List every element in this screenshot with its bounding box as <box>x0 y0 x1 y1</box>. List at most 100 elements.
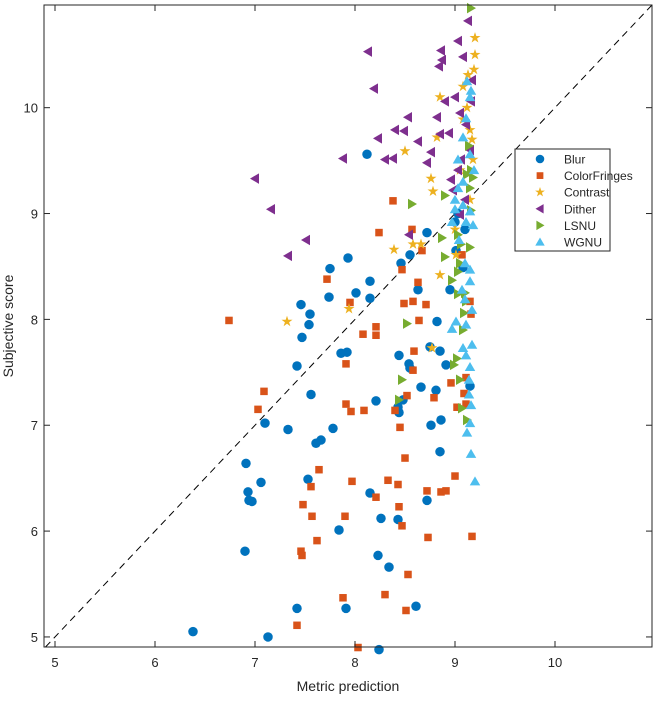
data-point-contrast <box>434 91 446 102</box>
data-point-dither <box>434 61 443 72</box>
data-point-wgnu <box>461 76 473 86</box>
data-point-wgnu <box>466 304 478 314</box>
data-point-colorfringes <box>359 330 367 338</box>
reference-line <box>45 4 653 648</box>
series-contrast <box>281 32 481 353</box>
data-point-blur <box>247 496 257 507</box>
data-point-colorfringes <box>396 423 404 432</box>
data-point-blur <box>351 288 361 298</box>
data-point-colorfringes <box>424 533 432 542</box>
data-point-contrast <box>461 101 473 113</box>
data-point-colorfringes <box>422 300 430 309</box>
data-point-contrast <box>427 185 439 196</box>
data-point-blur <box>411 601 421 611</box>
data-point-contrast <box>462 69 474 80</box>
data-point-dither <box>369 83 378 94</box>
data-point-lsnu <box>456 374 465 385</box>
data-point-lsnu <box>466 242 475 253</box>
data-point-dither <box>444 127 453 139</box>
data-point-colorfringes <box>342 360 350 368</box>
data-point-blur <box>243 487 253 497</box>
data-point-colorfringes <box>453 403 461 411</box>
data-point-lsnu <box>438 232 447 244</box>
data-point-blur <box>283 424 293 435</box>
legend-marker-colorfringes <box>536 172 544 179</box>
data-point-blur <box>432 316 442 327</box>
data-point-colorfringes <box>430 393 438 402</box>
data-point-blur <box>365 276 375 287</box>
data-point-wgnu <box>459 294 471 304</box>
data-point-lsnu <box>467 2 476 14</box>
data-point-wgnu <box>465 85 477 95</box>
data-point-colorfringes <box>298 551 306 560</box>
x-tick-label: 5 <box>51 655 58 670</box>
data-point-dither <box>435 128 444 140</box>
data-point-colorfringes <box>315 465 323 474</box>
data-point-colorfringes <box>447 379 455 387</box>
data-point-colorfringes <box>401 454 409 462</box>
data-point-colorfringes <box>398 522 406 530</box>
data-point-lsnu <box>441 190 450 201</box>
data-point-lsnu <box>463 169 472 180</box>
data-point-contrast <box>467 153 479 165</box>
data-point-contrast <box>426 342 438 353</box>
data-point-dither <box>460 194 469 206</box>
data-point-blur <box>341 603 351 614</box>
data-point-wgnu <box>464 206 476 216</box>
data-point-wgnu <box>464 149 476 159</box>
data-point-blur <box>188 626 198 637</box>
data-point-dither <box>455 209 464 220</box>
axes: 5 6 7 8 9 10 5 6 7 8 9 10 <box>24 4 653 670</box>
data-point-wgnu <box>465 400 477 410</box>
data-point-wgnu <box>464 276 476 286</box>
data-point-colorfringes <box>341 512 349 521</box>
data-point-colorfringes <box>400 299 408 308</box>
legend-box <box>514 148 611 252</box>
data-point-wgnu <box>457 176 469 186</box>
data-point-colorfringes <box>313 536 321 545</box>
data-point-lsnu <box>398 374 407 385</box>
data-point-blur <box>445 284 455 295</box>
data-point-colorfringes <box>323 275 331 283</box>
legend-label: Blur <box>564 153 585 167</box>
data-point-colorfringes <box>394 480 402 489</box>
data-point-blur <box>292 361 302 371</box>
legend-item-blur: Blur <box>535 153 585 167</box>
series-wgnu <box>446 76 481 486</box>
data-point-blur <box>362 149 372 160</box>
data-point-blur <box>396 258 406 269</box>
data-point-colorfringes <box>342 400 350 408</box>
data-point-contrast <box>469 32 481 43</box>
legend-label: LSNU <box>564 219 596 233</box>
data-point-blur <box>441 360 451 370</box>
data-point-contrast <box>431 131 443 142</box>
data-point-blur <box>413 284 423 295</box>
data-point-blur <box>306 389 316 400</box>
data-point-colorfringes <box>414 278 422 287</box>
data-point-blur <box>334 525 344 535</box>
data-point-wgnu <box>468 165 480 175</box>
data-point-dither <box>436 45 445 56</box>
data-point-colorfringes <box>348 477 356 486</box>
data-point-colorfringes <box>462 373 470 382</box>
data-point-blur <box>405 250 415 260</box>
data-point-blur <box>376 513 386 524</box>
data-point-lsnu <box>454 288 463 300</box>
data-point-blur <box>240 546 250 556</box>
series-blur <box>188 149 475 655</box>
data-point-wgnu <box>463 389 475 399</box>
data-point-dither <box>458 51 467 63</box>
data-point-colorfringes <box>354 643 362 652</box>
data-point-lsnu <box>448 274 457 286</box>
data-point-wgnu <box>464 418 476 428</box>
data-point-lsnu <box>463 414 472 426</box>
legend-marker-lsnu <box>536 220 545 231</box>
data-point-colorfringes <box>308 512 316 521</box>
data-point-contrast <box>407 238 419 249</box>
data-point-dither <box>413 136 422 147</box>
data-point-wgnu <box>457 132 469 142</box>
data-point-colorfringes <box>467 310 475 318</box>
data-point-dither <box>450 91 459 103</box>
data-point-colorfringes <box>293 621 301 630</box>
data-point-blur <box>416 382 426 392</box>
